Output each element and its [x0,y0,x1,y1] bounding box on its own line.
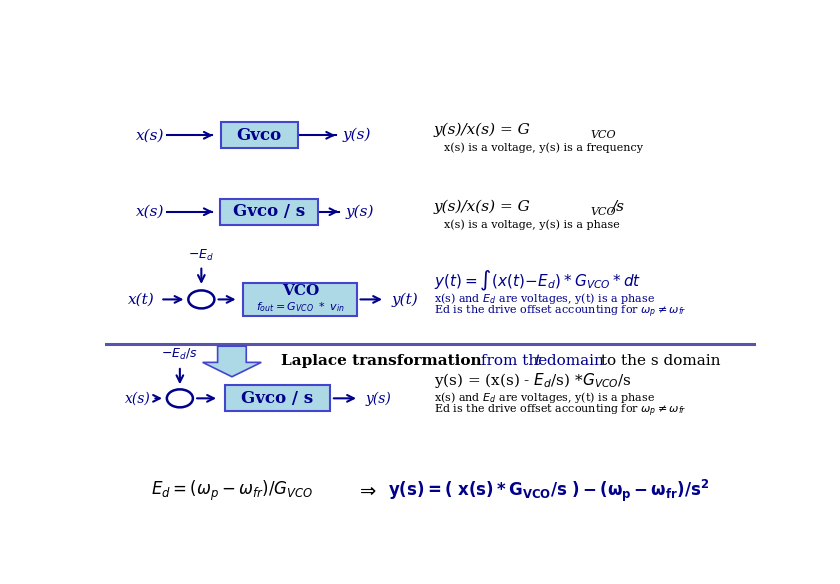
Text: y(s): y(s) [365,391,391,405]
Text: $E_d = (\omega_p - \omega_{fr})/G_{VCO}$: $E_d = (\omega_p - \omega_{fr})/G_{VCO}$ [150,478,313,503]
Text: y(s): y(s) [343,128,371,142]
Text: /s: /s [612,199,624,213]
Text: to the s domain: to the s domain [596,354,721,369]
Text: $f_{out} = G_{VCO}\ *\ v_{in}$: $f_{out} = G_{VCO}\ *\ v_{in}$ [256,301,344,314]
Text: Laplace transformation: Laplace transformation [281,354,481,369]
Text: t: t [535,354,541,369]
Text: domain: domain [543,354,604,369]
Text: Gvco / s: Gvco / s [241,390,313,407]
Text: $\Rightarrow$: $\Rightarrow$ [355,481,377,500]
Text: y(s) = (x(s) - $E_d$/s) *$G_{VCO}$/s: y(s) = (x(s) - $E_d$/s) *$G_{VCO}$/s [433,371,632,390]
Text: y(s)/x(s) = G: y(s)/x(s) = G [433,199,531,214]
Text: x(s) is a voltage, y(s) is a frequency: x(s) is a voltage, y(s) is a frequency [444,142,643,153]
Text: VCO: VCO [590,207,616,217]
Text: x(s) is a voltage, y(s) is a phase: x(s) is a voltage, y(s) is a phase [444,219,619,230]
Text: $y(t) = \int(x(t)\!-\!E_d)*G_{VCO}*dt$: $y(t) = \int(x(t)\!-\!E_d)*G_{VCO}*dt$ [433,269,641,294]
Text: y(t): y(t) [391,292,418,307]
Text: x(s): x(s) [136,128,165,142]
Circle shape [188,290,214,308]
FancyBboxPatch shape [244,283,357,317]
FancyBboxPatch shape [221,122,297,148]
FancyBboxPatch shape [220,199,318,225]
Circle shape [167,390,193,408]
FancyBboxPatch shape [225,385,330,411]
Text: $-E_d$: $-E_d$ [188,248,214,263]
Text: $-E_d/s$: $-E_d/s$ [161,347,198,362]
Text: Ed is the drive offset accounting for $\omega_p \neq \omega_{fr}$: Ed is the drive offset accounting for $\… [433,403,686,419]
Text: x(t): x(t) [128,293,155,307]
Text: x(s) and $E_d$ are voltages, y(t) is a phase: x(s) and $E_d$ are voltages, y(t) is a p… [433,390,655,405]
Text: x(s) and $E_d$ are voltages, y(t) is a phase: x(s) and $E_d$ are voltages, y(t) is a p… [433,291,655,306]
Text: x(s): x(s) [124,391,150,405]
Text: Gvco: Gvco [237,127,282,144]
Text: y(s)/x(s) = G: y(s)/x(s) = G [433,123,531,137]
Text: x(s): x(s) [136,205,165,219]
Text: $\mathbf{y(s) = (\ x(s)*G_{VCO}/s\ ) - (\omega_p - \omega_{fr})/s^2}$: $\mathbf{y(s) = (\ x(s)*G_{VCO}/s\ ) - (… [388,477,710,503]
Text: Gvco / s: Gvco / s [233,203,305,220]
Text: y(s): y(s) [346,204,375,219]
Text: Ed is the drive offset accounting for $\omega_p \neq \omega_{fr}$: Ed is the drive offset accounting for $\… [433,304,686,320]
Text: VCO: VCO [281,284,319,298]
Text: from the: from the [476,354,552,369]
Text: VCO: VCO [590,130,616,140]
Polygon shape [202,346,261,377]
